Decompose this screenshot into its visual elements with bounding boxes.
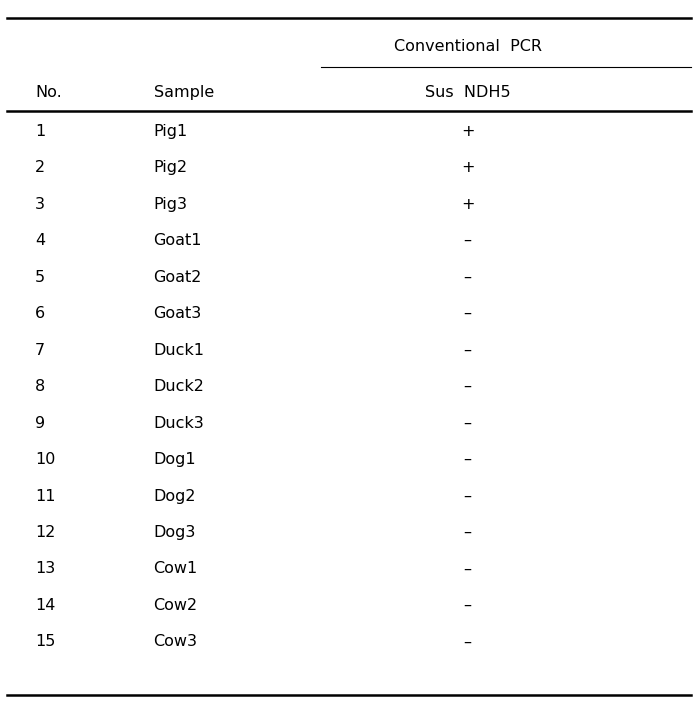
- Text: 10: 10: [35, 452, 55, 467]
- Text: –: –: [463, 489, 472, 503]
- Text: Cow2: Cow2: [154, 598, 198, 613]
- Text: Dog2: Dog2: [154, 489, 196, 503]
- Text: Sample: Sample: [154, 85, 214, 100]
- Text: –: –: [463, 525, 472, 540]
- Text: Duck2: Duck2: [154, 379, 205, 394]
- Text: 3: 3: [35, 197, 45, 212]
- Text: 1: 1: [35, 124, 45, 139]
- Text: 7: 7: [35, 343, 45, 358]
- Text: Duck1: Duck1: [154, 343, 205, 358]
- Text: –: –: [463, 598, 472, 613]
- Text: –: –: [463, 234, 472, 249]
- Text: –: –: [463, 379, 472, 394]
- Text: Pig2: Pig2: [154, 161, 188, 176]
- Text: Pig3: Pig3: [154, 197, 188, 212]
- Text: 12: 12: [35, 525, 55, 540]
- Text: 4: 4: [35, 234, 45, 249]
- Text: Dog1: Dog1: [154, 452, 196, 467]
- Text: –: –: [463, 452, 472, 467]
- Text: Duck3: Duck3: [154, 416, 205, 430]
- Text: 6: 6: [35, 307, 45, 321]
- Text: Cow1: Cow1: [154, 561, 198, 576]
- Text: +: +: [461, 161, 475, 176]
- Text: +: +: [461, 197, 475, 212]
- Text: Goat2: Goat2: [154, 270, 202, 285]
- Text: Pig1: Pig1: [154, 124, 188, 139]
- Text: 13: 13: [35, 561, 55, 576]
- Text: 15: 15: [35, 634, 55, 649]
- Text: Conventional  PCR: Conventional PCR: [394, 39, 542, 54]
- Text: –: –: [463, 561, 472, 576]
- Text: Cow3: Cow3: [154, 634, 198, 649]
- Text: Sus  NDH5: Sus NDH5: [425, 85, 510, 100]
- Text: 14: 14: [35, 598, 55, 613]
- Text: 11: 11: [35, 489, 55, 503]
- Text: –: –: [463, 343, 472, 358]
- Text: Dog3: Dog3: [154, 525, 196, 540]
- Text: Goat1: Goat1: [154, 234, 202, 249]
- Text: –: –: [463, 634, 472, 649]
- Text: +: +: [461, 124, 475, 139]
- Text: 8: 8: [35, 379, 45, 394]
- Text: Goat3: Goat3: [154, 307, 202, 321]
- Text: –: –: [463, 270, 472, 285]
- Text: –: –: [463, 416, 472, 430]
- Text: 5: 5: [35, 270, 45, 285]
- Text: 2: 2: [35, 161, 45, 176]
- Text: No.: No.: [35, 85, 61, 100]
- Text: 9: 9: [35, 416, 45, 430]
- Text: –: –: [463, 307, 472, 321]
